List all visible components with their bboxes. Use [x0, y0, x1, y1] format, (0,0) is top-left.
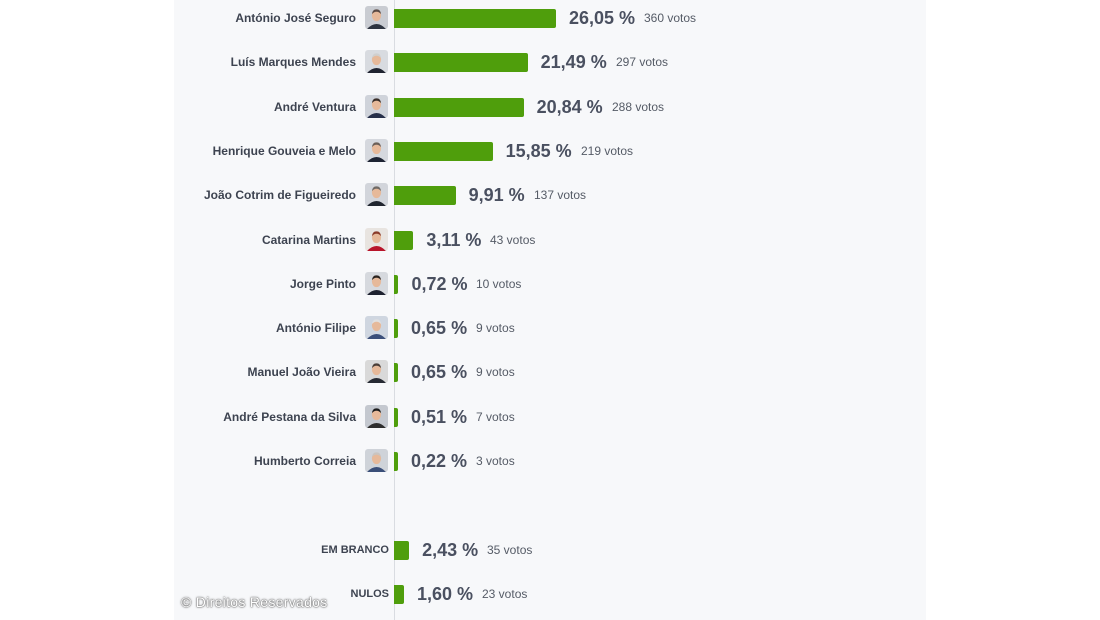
result-bar — [394, 230, 414, 250]
percentage-label: 26,05 % — [569, 8, 636, 28]
result-row: Catarina Martins 3,11 % 43 votos — [0, 223, 1100, 257]
category-name: EM BRANCO — [321, 544, 389, 556]
category-name: NULOS — [350, 588, 390, 601]
candidate-name: António Filipe — [276, 321, 356, 336]
candidate-name: Henrique Gouveia e Melo — [212, 143, 356, 158]
votes-label: 23 votos — [482, 587, 528, 602]
candidate-name: Humberto Correia — [253, 454, 356, 468]
votes-label: 43 votos — [490, 232, 536, 247]
votes-label: 297 votos — [616, 55, 669, 70]
result-bar — [394, 585, 404, 605]
result-bar — [394, 97, 524, 117]
bar-baseline — [394, 0, 395, 620]
votes-label: 9 votos — [476, 321, 515, 336]
candidate-photo — [365, 227, 388, 251]
result-row: Manuel João Vieira 0,65 % 9 votos — [0, 355, 1100, 389]
candidate-name: Jorge Pinto — [289, 276, 356, 291]
percentage-label: 0,72 % — [411, 273, 468, 294]
percentage-label: 0,51 % — [411, 406, 468, 427]
candidate-photo — [365, 404, 388, 428]
result-row: António Filipe 0,65 % 9 votos — [0, 311, 1100, 345]
candidate-name: António José Seguro — [235, 11, 356, 25]
result-bar — [394, 9, 557, 28]
votes-label: 7 votos — [476, 409, 515, 424]
result-row: João Cotrim de Figueiredo 9,91 % 137 votos — [0, 178, 1100, 212]
result-bar — [394, 53, 528, 73]
percentage-label: 15,85 % — [505, 140, 572, 161]
photo-credit: © Direitos Reservados — [181, 594, 328, 610]
result-bar — [394, 452, 398, 471]
candidate-photo — [365, 94, 388, 118]
percentage-label: 0,65 % — [411, 362, 468, 383]
votes-label: 9 votos — [476, 365, 515, 380]
votes-label: 288 votos — [612, 99, 665, 114]
votes-label: 360 votos — [644, 11, 697, 25]
result-row: Humberto Correia 0,22 % 3 votos — [0, 444, 1100, 478]
result-row: André Ventura 20,84 % 288 votos — [0, 90, 1100, 124]
candidate-photo — [365, 360, 388, 384]
results-panel — [174, 0, 926, 620]
percentage-label: 21,49 % — [540, 52, 607, 73]
result-row: António José Seguro 26,05 % 360 votos — [0, 1, 1100, 35]
result-bar — [394, 186, 456, 206]
candidate-photo — [365, 183, 388, 207]
result-row: Luís Marques Mendes 21,49 % 297 votos — [0, 45, 1100, 79]
votes-label: 219 votos — [581, 143, 634, 158]
candidate-name: Luís Marques Mendes — [230, 55, 356, 70]
votes-label: 3 votos — [476, 454, 515, 468]
result-bar — [394, 363, 399, 383]
result-row: NULOS 1,60 % 23 votos — [0, 577, 1100, 611]
candidate-photo — [365, 138, 388, 162]
candidate-name: Catarina Martins — [261, 232, 356, 247]
candidate-name: André Pestana da Silva — [223, 409, 356, 424]
result-bar — [394, 274, 399, 294]
percentage-label: 1,60 % — [416, 584, 473, 605]
result-bar — [394, 319, 399, 339]
result-row: André Pestana da Silva 0,51 % 7 votos — [0, 400, 1100, 434]
candidate-name: João Cotrim de Figueiredo — [203, 188, 356, 203]
candidate-photo — [365, 271, 388, 295]
candidate-photo — [365, 316, 388, 340]
result-row: EM BRANCO 2,43 % 35 votos — [0, 533, 1100, 567]
percentage-label: 3,11 % — [426, 229, 482, 250]
result-row: Jorge Pinto 0,72 % 10 votos — [0, 267, 1100, 301]
candidate-photo — [365, 50, 388, 74]
result-bar — [394, 141, 493, 161]
percentage-label: 20,84 % — [536, 96, 603, 117]
percentage-label: 2,43 % — [422, 540, 479, 560]
percentage-label: 0,22 % — [411, 451, 468, 471]
result-bar — [394, 541, 410, 560]
votes-label: 137 votos — [534, 188, 587, 203]
candidate-photo — [365, 6, 388, 29]
result-row: Henrique Gouveia e Melo 15,85 % 219 votos — [0, 134, 1100, 168]
votes-label: 35 votos — [487, 543, 533, 557]
votes-label: 10 votos — [476, 276, 522, 291]
candidate-name: Manuel João Vieira — [247, 365, 357, 380]
percentage-label: 0,65 % — [411, 318, 468, 339]
result-bar — [394, 407, 398, 427]
candidate-photo — [365, 449, 388, 472]
candidate-name: André Ventura — [273, 99, 356, 114]
percentage-label: 9,91 % — [468, 185, 525, 206]
